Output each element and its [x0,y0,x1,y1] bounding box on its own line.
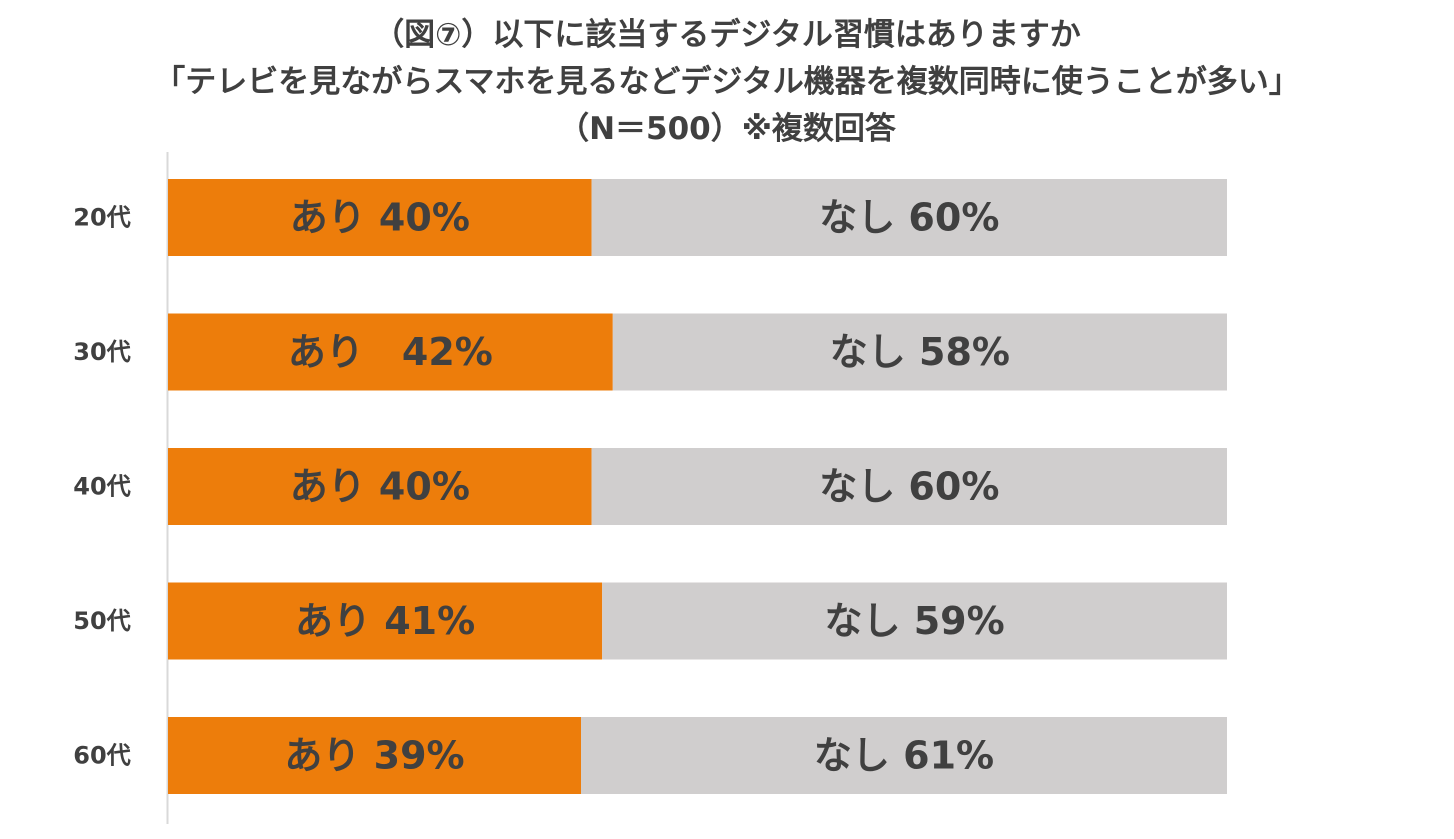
data-label-ari: あり 40% [290,196,470,240]
data-label-ari: あり 41% [295,599,475,643]
chart-title-line-1: （図⑦）以下に該当するデジタル習慣はありますか [373,17,1081,53]
data-label-nashi: なし 60% [819,196,999,240]
chart-title-line-3: （N＝500）※複数回答 [558,111,896,147]
bar-segment-nashi [612,313,1227,391]
bar-segment-nashi [581,717,1227,794]
category-label: 30代 [73,338,130,366]
data-label-ari: あり 39% [284,734,464,778]
bars-layer: 20代 あり 40% なし 60%30代 あり 42% なし 58%40代 あり 40% な… [73,179,1227,794]
category-label: 40代 [73,473,130,501]
chart-title: （図⑦）以下に該当するデジタル習慣はありますか 「テレビを見ながらスマホを見るな… [0,12,1454,153]
category-label: 20代 [73,204,130,232]
bar-segment-ari [168,313,613,391]
bar-segment-nashi [602,582,1227,660]
bar-segment-ari [168,448,592,525]
bar-segment-ari [168,717,582,794]
bar-segment-nashi [591,179,1227,256]
chart-title-line-2: 「テレビを見ながらスマホを見るなどデジタル機器を複数同時に使うことが多い」 [154,64,1300,100]
bar-segment-ari [168,179,592,256]
bar-segment-ari [168,582,603,660]
data-label-nashi: なし 59% [825,599,1005,643]
data-label-nashi: なし 60% [819,465,999,509]
data-label-ari: あり 42% [288,330,493,374]
data-label-ari: あり 40% [290,465,470,509]
category-label: 50代 [73,607,130,635]
data-label-nashi: なし 61% [814,734,994,778]
category-label: 60代 [73,742,130,770]
data-label-nashi: なし 58% [830,330,1010,374]
bar-segment-nashi [591,448,1227,525]
